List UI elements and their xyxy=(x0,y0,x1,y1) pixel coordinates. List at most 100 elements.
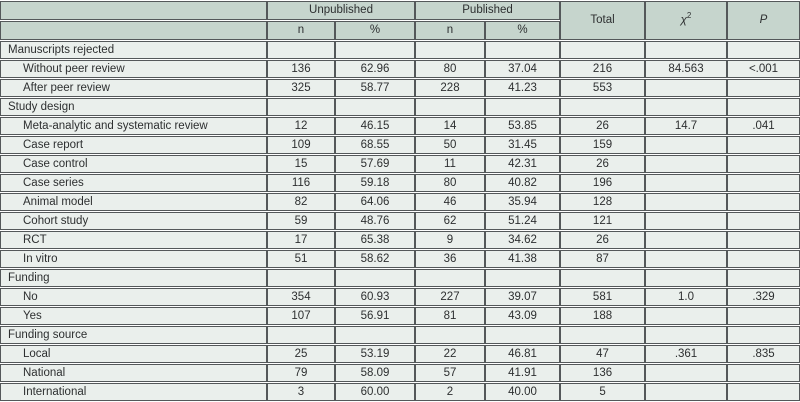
cell-published-n: 50 xyxy=(415,136,485,154)
cell-unpublished-n: 51 xyxy=(267,250,335,268)
cell-total: 47 xyxy=(560,345,646,363)
row-label: Local xyxy=(0,345,267,363)
cell-published-pct: 53.85 xyxy=(485,117,561,135)
cell-chi-square xyxy=(645,307,728,325)
cell-published-pct: 39.07 xyxy=(485,288,561,306)
header-unpublished: Unpublished xyxy=(267,1,415,20)
cell-unpublished-n: 25 xyxy=(267,345,335,363)
cell-unpublished-pct: 58.77 xyxy=(335,79,415,97)
cell-p-value xyxy=(727,155,800,173)
cell-total xyxy=(560,269,646,287)
cell-unpublished-n: 59 xyxy=(267,212,335,230)
cell-chi-square xyxy=(645,193,728,211)
cell-published-pct: 34.62 xyxy=(485,231,561,249)
cell-published-pct: 41.38 xyxy=(485,250,561,268)
cell-published-pct: 31.45 xyxy=(485,136,561,154)
cell-unpublished-n: 136 xyxy=(267,60,335,78)
cell-published-pct: 51.24 xyxy=(485,212,561,230)
cell-unpublished-n: 79 xyxy=(267,364,335,382)
cell-unpublished-n: 82 xyxy=(267,193,335,211)
row-label: Meta-analytic and systematic review xyxy=(0,117,267,135)
row-label: After peer review xyxy=(0,79,267,97)
row-label: Animal model xyxy=(0,193,267,211)
cell-unpublished-pct: 68.55 xyxy=(335,136,415,154)
data-row: Case series 116 59.18 80 40.82 196 xyxy=(0,174,800,192)
cell-chi-square xyxy=(645,79,728,97)
cell-unpublished-n xyxy=(267,269,335,287)
row-label: International xyxy=(0,383,267,401)
data-row: Case report 109 68.55 50 31.45 159 xyxy=(0,136,800,154)
cell-published-n: 81 xyxy=(415,307,485,325)
cell-unpublished-pct: 58.09 xyxy=(335,364,415,382)
cell-total: 216 xyxy=(560,60,646,78)
cell-total: 553 xyxy=(560,79,646,97)
cell-unpublished-pct: 64.06 xyxy=(335,193,415,211)
data-row: International 3 60.00 2 40.00 5 xyxy=(0,383,800,401)
cell-p-value: .835 xyxy=(727,345,800,363)
row-label: Manuscripts rejected xyxy=(0,41,267,59)
cell-total xyxy=(560,98,646,116)
row-label: Case report xyxy=(0,136,267,154)
cell-published-n xyxy=(415,41,485,59)
cell-unpublished-n xyxy=(267,326,335,344)
data-row: No 354 60.93 227 39.07 581 1.0.329 xyxy=(0,288,800,306)
cell-total: 196 xyxy=(560,174,646,192)
row-label: Study design xyxy=(0,98,267,116)
cell-published-n: 2 xyxy=(415,383,485,401)
data-row: Meta-analytic and systematic review 12 46.… xyxy=(0,117,800,135)
cell-unpublished-pct: 65.38 xyxy=(335,231,415,249)
header-published-n: n xyxy=(415,21,485,40)
cell-p-value xyxy=(727,269,800,287)
section-row: Study design xyxy=(0,98,800,116)
cell-unpublished-n: 107 xyxy=(267,307,335,325)
cell-unpublished-pct: 57.69 xyxy=(335,155,415,173)
cell-unpublished-n: 12 xyxy=(267,117,335,135)
row-label: No xyxy=(0,288,267,306)
data-row: Without peer review 136 62.96 80 37.04 216 84.… xyxy=(0,60,800,78)
cell-p-value xyxy=(727,174,800,192)
header-row-groups: Unpublished Published Total χ2 P xyxy=(0,1,800,40)
cell-published-n: 14 xyxy=(415,117,485,135)
cell-p-value: .041 xyxy=(727,117,800,135)
cell-published-n: 36 xyxy=(415,250,485,268)
cell-unpublished-pct xyxy=(335,98,415,116)
cell-unpublished-n: 109 xyxy=(267,136,335,154)
header-empty-bottom xyxy=(0,21,267,40)
data-row: Animal model 82 64.06 46 35.94 128 xyxy=(0,193,800,211)
cell-total: 136 xyxy=(560,364,646,382)
cell-published-n xyxy=(415,98,485,116)
section-row: Funding xyxy=(0,269,800,287)
cell-p-value xyxy=(727,79,800,97)
table-body: Manuscripts rejected Without peer review 1… xyxy=(0,41,800,401)
cell-published-n: 62 xyxy=(415,212,485,230)
header-published-pct: % xyxy=(485,21,561,40)
header-empty-top xyxy=(0,1,267,20)
cell-p-value xyxy=(727,383,800,401)
cell-published-pct: 35.94 xyxy=(485,193,561,211)
cell-p-value: .329 xyxy=(727,288,800,306)
cell-p-value: <.001 xyxy=(727,60,800,78)
cell-unpublished-pct: 59.18 xyxy=(335,174,415,192)
cell-unpublished-pct: 60.93 xyxy=(335,288,415,306)
cell-unpublished-pct: 53.19 xyxy=(335,345,415,363)
cell-published-n: 11 xyxy=(415,155,485,173)
cell-published-pct: 46.81 xyxy=(485,345,561,363)
row-label: In vitro xyxy=(0,250,267,268)
cell-unpublished-n: 325 xyxy=(267,79,335,97)
row-label: National xyxy=(0,364,267,382)
cell-total: 188 xyxy=(560,307,646,325)
section-row: Funding source xyxy=(0,326,800,344)
cell-unpublished-pct: 56.91 xyxy=(335,307,415,325)
cell-published-pct: 41.23 xyxy=(485,79,561,97)
cell-chi-square xyxy=(645,136,728,154)
cell-chi-square xyxy=(645,250,728,268)
section-row: Manuscripts rejected xyxy=(0,41,800,59)
row-label: Case series xyxy=(0,174,267,192)
cell-p-value xyxy=(727,364,800,382)
cell-published-pct: 40.82 xyxy=(485,174,561,192)
cell-chi-square xyxy=(645,383,728,401)
cell-p-value xyxy=(727,212,800,230)
cell-p-value xyxy=(727,98,800,116)
table-header: Unpublished Published Total χ2 P n % n % xyxy=(0,1,800,40)
cell-chi-square: 84.563 xyxy=(645,60,728,78)
